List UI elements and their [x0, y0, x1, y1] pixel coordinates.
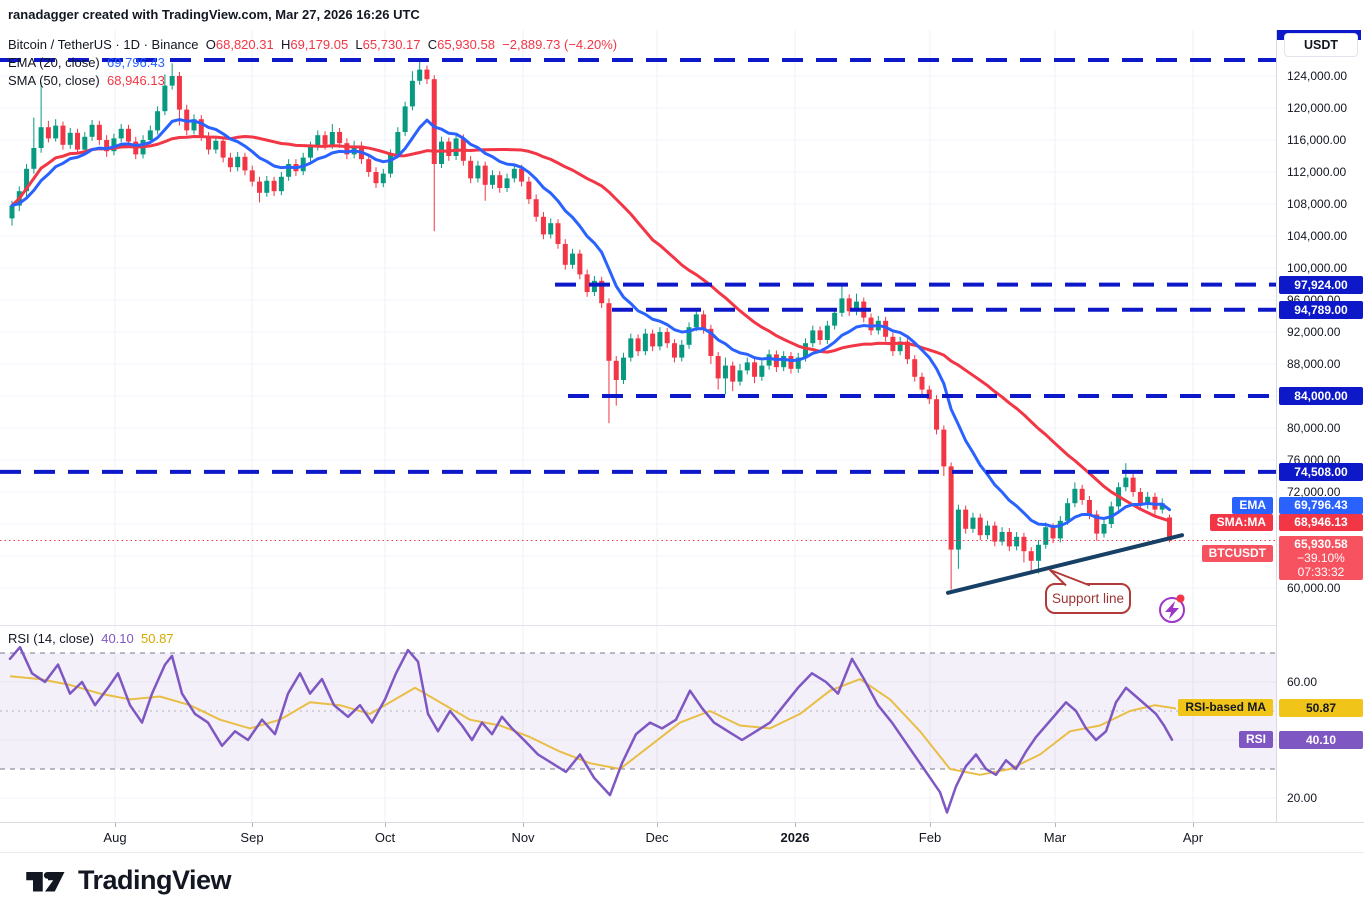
time-axis-tick: [115, 823, 116, 827]
price-axis-tick: 88,000.00: [1287, 357, 1341, 371]
time-axis-tick: [252, 823, 253, 827]
time-axis-tick: [1193, 823, 1194, 827]
rsi-axis-tick: 20.00: [1287, 791, 1318, 805]
price-axis-scale[interactable]: USDT 124,000.00 120,000.00 116,000.00 112,0…: [1276, 30, 1364, 852]
price-axis-tick: 120,000.00: [1287, 101, 1348, 115]
price-level-badge[interactable]: 74,508.00: [1279, 462, 1363, 481]
price-axis-tick: 112,000.00: [1287, 165, 1347, 179]
symbol-legend-row[interactable]: Bitcoin / TetherUS · 1D · Binance O68,82…: [8, 36, 617, 54]
candles: [9, 58, 1173, 590]
rsi-ma-legend-value: 50.87: [141, 631, 174, 646]
symbol-title[interactable]: Bitcoin / TetherUS · 1D · Binance: [8, 37, 199, 52]
rsi-ma-line: [9, 675, 1177, 776]
tradingview-logo[interactable]: TradingView: [22, 865, 232, 896]
ema-legend-label[interactable]: EMA (20, close): [8, 55, 100, 70]
price-axis-tick: 108,000.00: [1287, 197, 1348, 211]
rsi-axis-tick: 60.00: [1287, 675, 1318, 689]
symbol-badge-change: −39.10%: [1297, 551, 1345, 565]
price-level-badge[interactable]: 84,000.00: [1279, 387, 1363, 405]
currency-button[interactable]: USDT: [1284, 33, 1358, 57]
tradingview-logo-text: TradingView: [78, 865, 232, 895]
time-axis-label: Feb: [918, 830, 942, 845]
rsi-label-chip[interactable]: RSI: [1238, 730, 1273, 748]
time-axis-tick: [385, 823, 386, 827]
price-axis-tick: 104,000.00: [1287, 229, 1348, 243]
ohlc-high-label: H: [280, 37, 291, 52]
rsi-ma-value-badge[interactable]: 50.87: [1279, 699, 1363, 718]
time-axis-tick: [930, 823, 931, 827]
price-level-badge[interactable]: 97,924.00: [1279, 275, 1363, 294]
price-axis-tick: 80,000.00: [1287, 421, 1341, 435]
time-axis-label: Nov: [511, 830, 535, 845]
rsi-ma-label-chip[interactable]: RSI-based MA: [1178, 699, 1273, 717]
symbol-price-badge[interactable]: 65,930.58 −39.10% 07:33:32: [1279, 536, 1363, 580]
ohlc-low-value: 65,730.17: [362, 37, 421, 52]
sma-legend-row[interactable]: SMA (50, close) 68,946.13: [8, 72, 617, 90]
chart-legend: Bitcoin / TetherUS · 1D · Binance O68,82…: [8, 36, 617, 90]
ohlc-open-label: O: [205, 37, 216, 52]
ema-label-chip[interactable]: EMA: [1232, 497, 1273, 514]
time-axis-label: Mar: [1043, 830, 1067, 845]
symbol-badge-price: 65,930.58: [1294, 537, 1348, 551]
time-axis-tick: [1055, 823, 1056, 827]
sma-label-chip[interactable]: SMA:MA: [1209, 514, 1273, 531]
rsi-legend-value: 40.10: [101, 631, 134, 646]
ohlc-high-value: 69,179.05: [290, 37, 349, 52]
support-callout-text: Support line: [1052, 591, 1124, 606]
attribution-text: ranadagger created with TradingView.com,…: [8, 7, 420, 22]
symbol-label-chip[interactable]: BTCUSDT: [1201, 545, 1273, 562]
time-axis-tick: [795, 823, 796, 827]
time-axis-label: Sep: [240, 830, 264, 845]
price-axis-tick: 116,000.00: [1287, 133, 1347, 147]
time-axis-label: Aug: [103, 830, 127, 845]
price-chart-pane[interactable]: Support line: [0, 30, 1276, 625]
ema-value-badge[interactable]: 69,796.43: [1279, 497, 1363, 514]
ohlc-close-value: 65,930.58: [437, 37, 495, 52]
ema-legend-row[interactable]: EMA (20, close) 69,796.43: [8, 54, 617, 72]
ema-legend-value: 69,796.43: [107, 55, 165, 70]
price-level-badge[interactable]: 94,789.00: [1279, 300, 1363, 319]
ohlc-low-label: L: [355, 37, 363, 52]
rsi-value-badge[interactable]: 40.10: [1279, 730, 1363, 749]
tradingview-logo-icon: [26, 871, 65, 891]
rsi-indicator-pane[interactable]: [0, 625, 1276, 822]
rsi-line: [8, 645, 1174, 814]
rsi-legend-label[interactable]: RSI (14, close): [8, 631, 94, 646]
sma-value-badge[interactable]: 68,946.13: [1279, 514, 1363, 531]
ohlc-change-value: −2,889.73 (−4.20%): [502, 37, 618, 52]
sma-legend-value: 68,946.13: [107, 73, 165, 88]
price-axis-tick: 92,000.00: [1287, 325, 1341, 339]
symbol-badge-countdown: 07:33:32: [1297, 565, 1345, 579]
sma-line: [10, 135, 1172, 523]
flash-icon[interactable]: [1159, 594, 1185, 623]
time-axis-tick: [657, 823, 658, 827]
time-axis-label: 2026: [780, 830, 810, 845]
time-axis-scale[interactable]: Aug Sep Oct Nov Dec 2026 Feb Mar Apr: [0, 822, 1364, 852]
price-axis-tick: 100,000.00: [1287, 261, 1348, 275]
price-gridlines: [0, 30, 1276, 625]
sma-legend-label[interactable]: SMA (50, close): [8, 73, 100, 88]
time-axis-label: Dec: [645, 830, 669, 845]
rsi-legend-row[interactable]: RSI (14, close) 40.10 50.87: [8, 631, 174, 646]
time-axis-tick: [523, 823, 524, 827]
footer-bar: TradingView: [0, 852, 1364, 912]
ema-line: [10, 118, 1172, 529]
support-trendline[interactable]: [946, 533, 1184, 595]
time-axis-label: Oct: [374, 830, 396, 845]
price-axis-tick: 72,000.00: [1287, 485, 1341, 499]
price-axis-tick: 60,000.00: [1287, 581, 1341, 595]
time-axis-label: Apr: [1182, 830, 1204, 845]
support-callout[interactable]: Support line: [1045, 569, 1131, 614]
ohlc-close-label: C: [427, 37, 438, 52]
price-axis-tick: 124,000.00: [1287, 69, 1348, 83]
ohlc-open-value: 68,820.31: [215, 37, 274, 52]
